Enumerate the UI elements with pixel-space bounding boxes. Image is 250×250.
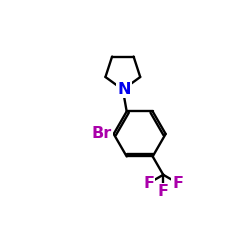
Text: N: N (117, 82, 130, 97)
Text: Br: Br (91, 126, 112, 142)
Text: F: F (158, 184, 169, 199)
Text: F: F (143, 176, 154, 191)
Text: F: F (172, 176, 184, 191)
